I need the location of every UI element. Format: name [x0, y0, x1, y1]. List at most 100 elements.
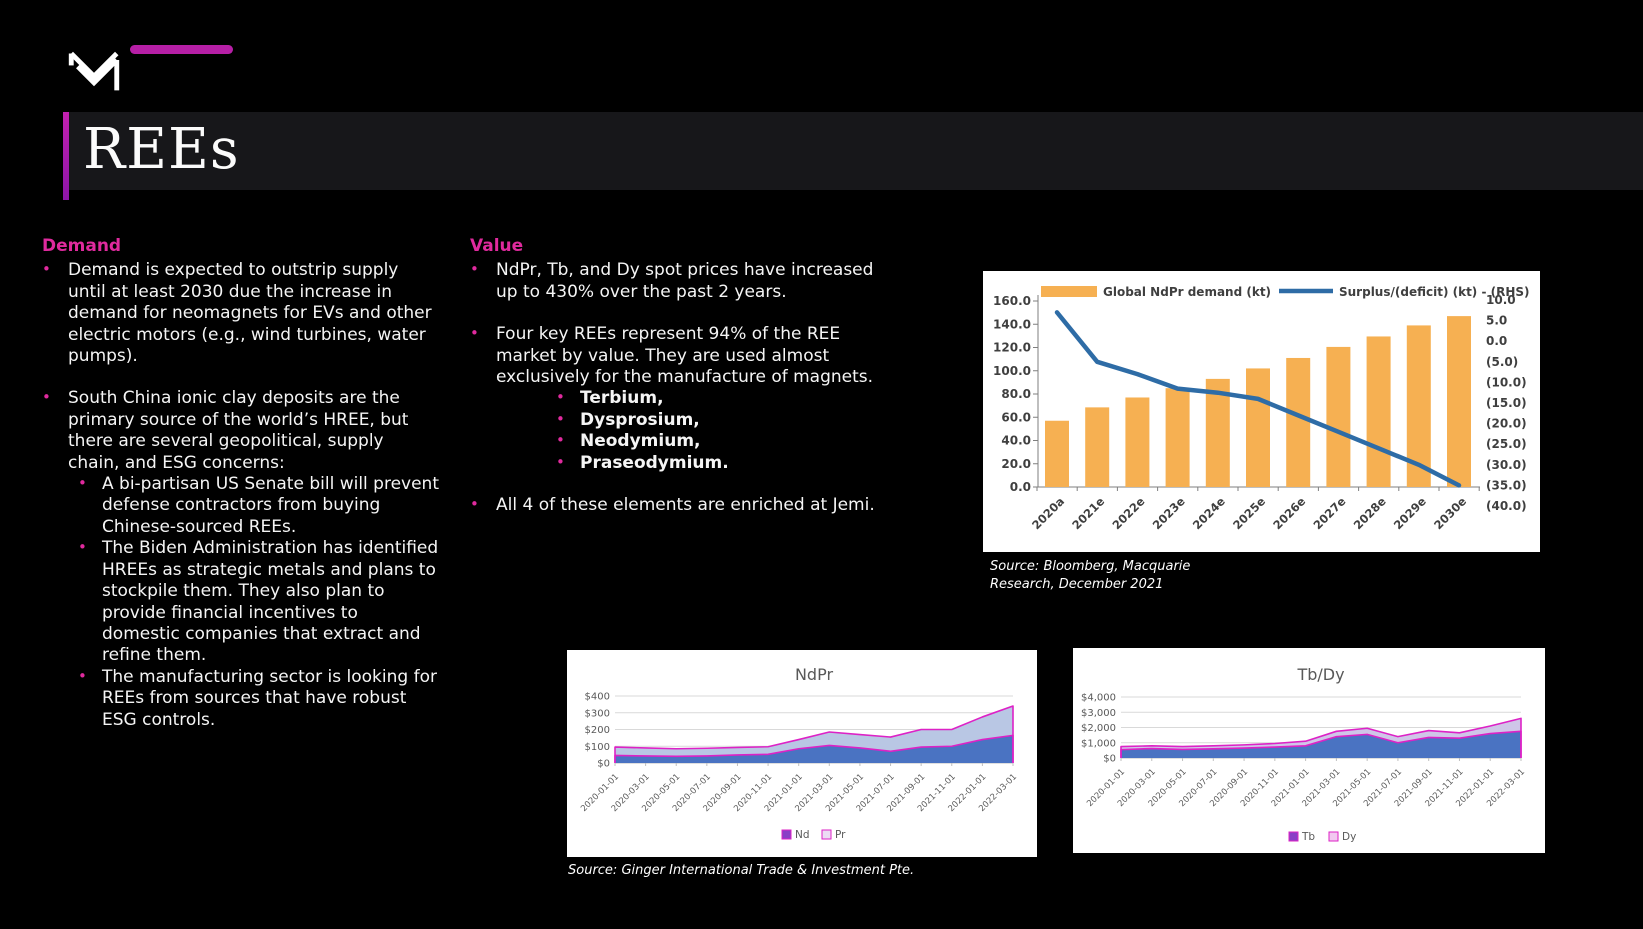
- bullet-icon: •: [556, 409, 565, 428]
- svg-text:2021e: 2021e: [1069, 494, 1107, 532]
- bullet-text: South China ionic clay deposits are the …: [68, 388, 409, 473]
- svg-text:Dy: Dy: [1342, 831, 1356, 843]
- bullet-item: • Praseodymium.: [556, 453, 894, 474]
- legend-swatch: [1328, 831, 1339, 842]
- bullet-item: • Dysprosium,: [556, 410, 894, 431]
- bullet-text: Demand is expected to outstrip supply un…: [68, 260, 432, 367]
- bullet-text: NdPr, Tb, and Dy spot prices have increa…: [496, 260, 874, 302]
- section-heading-value: Value: [470, 236, 524, 256]
- legend-bar-swatch: [1041, 286, 1097, 297]
- bullet-list: • Demand is expected to outstrip supply u…: [42, 260, 440, 731]
- bullet-icon: •: [556, 388, 565, 407]
- svg-text:(40.0): (40.0): [1486, 499, 1527, 513]
- svg-text:(5.0): (5.0): [1486, 355, 1518, 369]
- value-section: Value • NdPr, Tb, and Dy spot prices have…: [470, 236, 894, 516]
- ndpr-price-chart-panel: $0 $100 $200 $300 $400 2020-01-01 2020-03-01 20…: [567, 650, 1037, 857]
- legend-swatch: [1288, 831, 1299, 842]
- bullet-icon: •: [470, 495, 479, 514]
- page-title: REEs: [83, 117, 240, 182]
- svg-text:160.0: 160.0: [993, 294, 1031, 308]
- bullet-icon: •: [78, 474, 87, 493]
- chart-source-note-top: Source: Bloomberg, Macquarie Research, D…: [990, 558, 1190, 593]
- svg-text:80.0: 80.0: [1001, 387, 1031, 401]
- svg-text:(15.0): (15.0): [1486, 396, 1527, 410]
- legend-swatch: [821, 829, 832, 840]
- svg-text:2022e: 2022e: [1109, 494, 1147, 532]
- ndpr-demand-surplus-chart: 0.0 20.0 40.0 60.0 80.0 100.0 120.0 140.0 160.0 1…: [993, 285, 1530, 532]
- bullet-text: Terbium,: [580, 388, 664, 409]
- bullet-list: • NdPr, Tb, and Dy spot prices have incre…: [470, 260, 894, 516]
- svg-text:$0: $0: [597, 759, 610, 770]
- svg-text:2023e: 2023e: [1150, 494, 1188, 532]
- svg-text:2026e: 2026e: [1270, 494, 1308, 532]
- svg-text:Surplus/(deficit) (kt) - (RHS): Surplus/(deficit) (kt) - (RHS): [1339, 285, 1530, 299]
- svg-text:$0: $0: [1103, 754, 1116, 765]
- demand-bars: [1045, 316, 1471, 487]
- ndpr-price-chart: $0$100$200$300$4002020-01-012020-03-0120…: [579, 665, 1019, 841]
- svg-text:Nd: Nd: [795, 829, 810, 841]
- magenta-dash-icon: [130, 45, 233, 54]
- svg-text:40.0: 40.0: [1001, 434, 1031, 448]
- svg-text:$400: $400: [585, 692, 610, 703]
- bullet-item: • Neodymium,: [556, 431, 894, 452]
- bullet-icon: •: [556, 431, 565, 450]
- value-bullets: • NdPr, Tb, and Dy spot prices have incre…: [470, 260, 894, 516]
- m-chevron-logo-icon: [68, 51, 120, 91]
- svg-text:0.0: 0.0: [1486, 334, 1507, 348]
- bullet-icon: •: [78, 666, 87, 685]
- bullet-item: • The manufacturing sector is looking for…: [78, 667, 440, 731]
- bullet-item: • All 4 of these elements are enriched at…: [470, 495, 894, 516]
- bullet-item: • South China ionic clay deposits are the…: [42, 388, 440, 731]
- svg-text:$1,000: $1,000: [1081, 738, 1116, 749]
- svg-text:60.0: 60.0: [1001, 410, 1031, 424]
- bullet-item: • Terbium,: [556, 388, 894, 409]
- svg-text:100.0: 100.0: [993, 364, 1031, 378]
- bullet-item: • The Biden Administration has identified…: [78, 538, 440, 666]
- bullet-text: Praseodymium.: [580, 452, 729, 473]
- svg-text:5.0: 5.0: [1486, 314, 1507, 328]
- bullet-item: • A bi-partisan US Senate bill will preve…: [78, 474, 440, 538]
- bullet-text: Neodymium,: [580, 431, 701, 452]
- bullet-item: • NdPr, Tb, and Dy spot prices have incre…: [470, 260, 894, 303]
- svg-text:10.0: 10.0: [1486, 293, 1516, 307]
- svg-text:Global NdPr demand (kt): Global NdPr demand (kt): [1103, 285, 1271, 299]
- chart-source-note-bottom: Source: Ginger International Trade & Inv…: [568, 863, 915, 878]
- bullet-item: • Demand is expected to outstrip supply u…: [42, 260, 440, 367]
- title-band: REEs: [65, 112, 1643, 190]
- svg-text:2025e: 2025e: [1230, 494, 1268, 532]
- bullet-icon: •: [556, 452, 565, 471]
- source-line: Research, December 2021: [990, 576, 1164, 592]
- chart-title: Tb/Dy: [1296, 665, 1344, 684]
- svg-text:2027e: 2027e: [1310, 494, 1348, 532]
- svg-text:$2,000: $2,000: [1081, 723, 1116, 734]
- svg-text:Tb: Tb: [1301, 831, 1315, 843]
- surplus-deficit-line: [1054, 310, 1462, 488]
- title-accent-bar: [63, 112, 69, 200]
- chart-title: NdPr: [795, 665, 833, 684]
- bullet-item: • Four key REEs represent 94% of the REE …: [470, 324, 894, 474]
- svg-text:0.0: 0.0: [1010, 480, 1031, 494]
- ndpr-demand-chart-panel: 0.0 20.0 40.0 60.0 80.0 100.0 120.0 140.0 160.0 1…: [983, 271, 1540, 552]
- bullet-icon: •: [470, 324, 479, 343]
- svg-text:Pr: Pr: [835, 829, 846, 841]
- bullet-list: • Terbium, • Dysprosium, • Neodymium, • Praseod…: [556, 388, 894, 474]
- bullet-icon: •: [42, 260, 51, 279]
- brand-logo: [68, 50, 120, 96]
- svg-text:(25.0): (25.0): [1486, 437, 1527, 451]
- svg-text:2030e: 2030e: [1431, 494, 1469, 532]
- bullet-text: The Biden Administration has identified …: [102, 538, 439, 666]
- legend-swatch: [781, 829, 792, 840]
- bullet-text: Dysprosium,: [580, 409, 700, 430]
- svg-text:120.0: 120.0: [993, 341, 1031, 355]
- svg-text:(10.0): (10.0): [1486, 375, 1527, 389]
- svg-text:$4,000: $4,000: [1081, 693, 1116, 704]
- section-heading-demand: Demand: [42, 236, 122, 256]
- bullet-text: The manufacturing sector is looking for …: [102, 666, 437, 730]
- bullet-text: Four key REEs represent 94% of the REE m…: [496, 324, 874, 388]
- svg-text:(35.0): (35.0): [1486, 478, 1527, 492]
- svg-text:2029e: 2029e: [1391, 494, 1429, 532]
- bullet-icon: •: [42, 388, 51, 407]
- svg-text:$3,000: $3,000: [1081, 708, 1116, 719]
- bullet-text: A bi-partisan US Senate bill will preven…: [102, 474, 439, 537]
